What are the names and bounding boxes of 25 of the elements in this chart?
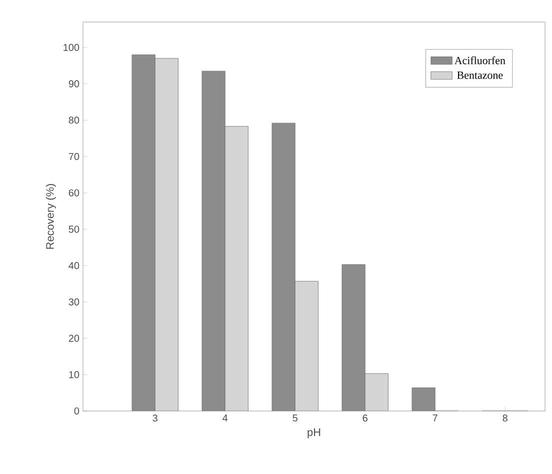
y-tick-label: 60 xyxy=(68,189,80,196)
y-tick-label: 30 xyxy=(68,298,80,306)
x-tick-label: 6 xyxy=(362,414,368,422)
y-tick-label: 100 xyxy=(64,44,80,51)
y-tick-label: 50 xyxy=(68,226,80,233)
x-axis-title: pH xyxy=(308,428,320,438)
x-tick-label: 4 xyxy=(222,414,228,422)
y-tick-label: 40 xyxy=(68,262,80,270)
bar xyxy=(225,126,248,411)
bar xyxy=(365,374,388,411)
y-tick-label: 0 xyxy=(74,407,80,415)
legend-label: Acifluorfen xyxy=(454,56,506,64)
bar xyxy=(155,58,178,411)
y-tick-label: 90 xyxy=(68,80,80,88)
x-tick-label: 5 xyxy=(292,414,298,422)
y-tick-label: 70 xyxy=(68,152,80,160)
y-tick-label: 10 xyxy=(69,371,80,378)
legend-label: Bentazone xyxy=(457,72,503,79)
bar xyxy=(295,281,318,411)
y-tick-label: 20 xyxy=(68,334,80,342)
x-tick-label: 8 xyxy=(502,414,508,422)
y-axis-title: Recovery (%) xyxy=(46,184,56,249)
x-tick-label: 7 xyxy=(432,414,438,422)
x-tick-label: 3 xyxy=(152,414,158,422)
y-tick-label: 80 xyxy=(68,116,80,124)
